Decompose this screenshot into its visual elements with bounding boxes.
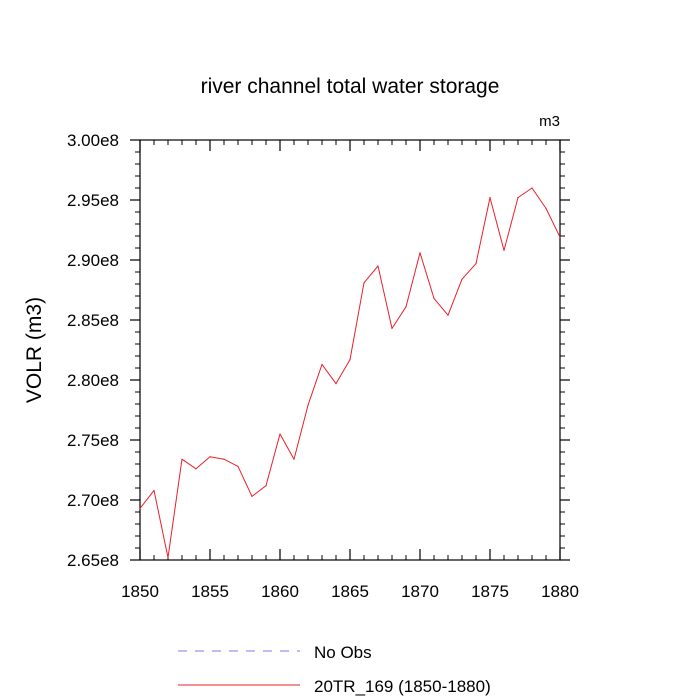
data-point (279, 433, 281, 435)
data-point (363, 282, 365, 284)
chart-title: river channel total water storage (201, 75, 500, 98)
y-tick-label: 2.65e8 (67, 551, 119, 570)
data-point (531, 187, 533, 189)
data-point (251, 495, 253, 497)
y-axis-label: VOLR (m3) (23, 297, 46, 403)
data-point (237, 465, 239, 467)
data-point (517, 197, 519, 199)
data-point (419, 252, 421, 254)
x-tick-label: 1855 (191, 582, 229, 601)
series-line-20tr-169 (139, 187, 561, 559)
data-point (195, 468, 197, 470)
y-tick-label: 2.80e8 (67, 371, 119, 390)
x-tick-label: 1850 (121, 582, 159, 601)
data-point (377, 265, 379, 267)
plot-frame (139, 139, 561, 561)
y-tick-label: 2.85e8 (67, 311, 119, 330)
axis-ticks (130, 139, 570, 561)
data-point (405, 306, 407, 308)
x-tick-label: 1870 (401, 582, 439, 601)
y-tick-label: 2.95e8 (67, 191, 119, 210)
data-point (321, 363, 323, 365)
series-layer (139, 187, 561, 559)
data-point (349, 359, 351, 361)
data-point (209, 456, 211, 458)
data-point (489, 197, 491, 199)
x-tick-label: 1880 (541, 582, 579, 601)
data-point (447, 314, 449, 316)
x-tick-label: 1875 (471, 582, 509, 601)
x-tick-labels: 1850 1855 1860 1865 1870 1875 1880 (121, 582, 579, 601)
data-point (223, 458, 225, 460)
data-point (475, 263, 477, 265)
y-tick-label: 2.70e8 (67, 491, 119, 510)
data-point (391, 327, 393, 329)
data-point (265, 485, 267, 487)
y-tick-label: 2.90e8 (67, 251, 119, 270)
data-point (167, 557, 169, 559)
data-point (559, 236, 561, 238)
data-point (461, 278, 463, 280)
y-tick-label: 3.00e8 (67, 131, 119, 150)
data-point (139, 507, 141, 509)
data-point (503, 249, 505, 251)
x-tick-label: 1865 (331, 582, 369, 601)
legend: No Obs 20TR_169 (1850-1880) (178, 643, 491, 696)
x-tick-label: 1860 (261, 582, 299, 601)
data-point (545, 207, 547, 209)
y-tick-labels: 2.65e8 2.70e8 2.75e8 2.80e8 2.85e8 2.90e8 2.95… (67, 131, 119, 570)
y-tick-label: 2.75e8 (67, 431, 119, 450)
units-label: m3 (539, 113, 560, 130)
data-point (181, 458, 183, 460)
legend-label-20tr-169: 20TR_169 (1850-1880) (314, 677, 491, 696)
data-point (335, 383, 337, 385)
data-point (153, 489, 155, 491)
legend-label-no-obs: No Obs (314, 643, 372, 662)
data-point (433, 297, 435, 299)
data-point (293, 458, 295, 460)
data-point (307, 404, 309, 406)
plot-area: 1850 1855 1860 1865 1870 1875 1880 2.65e8 2.70e… (67, 131, 579, 601)
